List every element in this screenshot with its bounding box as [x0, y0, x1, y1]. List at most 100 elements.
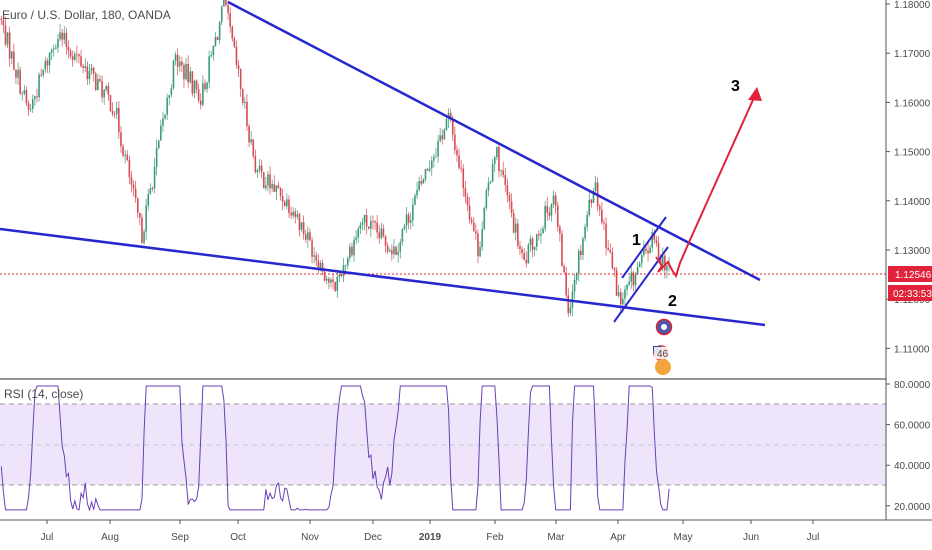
candle-body [649, 247, 651, 254]
candle-body [573, 279, 576, 292]
candle-body [8, 32, 11, 59]
candle-body [105, 85, 108, 90]
time-axis[interactable]: Jul Aug Sep Oct Nov Dec 2019 Feb Mar Apr May Jun Jul [41, 520, 820, 543]
rsi-axis[interactable]: 80.0000 60.0000 40.0000 20.0000 [886, 380, 931, 513]
candle-body [94, 73, 97, 91]
candle-body [178, 61, 181, 67]
time-tick-label: Nov [301, 532, 319, 543]
candle-body [603, 222, 605, 224]
candle-body [638, 263, 641, 268]
candle-body [552, 195, 555, 205]
channel-lower-line[interactable] [613, 246, 669, 323]
current-price-tag [888, 266, 932, 282]
time-tick-label: Mar [547, 532, 565, 543]
candle-body [181, 61, 183, 65]
candle-body [97, 79, 99, 91]
candle-body [590, 199, 593, 204]
candle-body [296, 214, 299, 217]
countdown-tag [888, 285, 932, 301]
candle-body [527, 244, 530, 264]
candle-body [342, 265, 345, 277]
candle-body [174, 54, 177, 61]
eu-flag-icon[interactable] [655, 359, 671, 375]
candle-body [388, 250, 391, 252]
candle-body [468, 205, 471, 220]
candle-body [48, 52, 51, 66]
candle-body [307, 232, 309, 240]
price-tick-label: 1.15000 [894, 148, 931, 159]
candle-body [636, 267, 639, 275]
candle-body [403, 225, 406, 229]
candle-body [59, 32, 61, 40]
candle-body [487, 182, 490, 191]
lower-trendline[interactable] [0, 227, 766, 327]
candle-body [466, 196, 469, 206]
economic-event-icons[interactable]: 46 [653, 318, 674, 376]
candle-body [336, 276, 339, 291]
channel-upper-line[interactable] [621, 216, 667, 279]
candle-body [634, 274, 637, 286]
candle-body [475, 231, 477, 234]
candle-body [338, 274, 341, 277]
projection-path[interactable] [655, 87, 762, 279]
candle-body [225, 0, 227, 5]
time-tick-label: Aug [101, 532, 119, 543]
candle-body [273, 184, 276, 192]
candle-body [57, 39, 59, 48]
candle-body [115, 107, 118, 114]
candle-body [317, 260, 320, 271]
candle-body [42, 69, 45, 76]
candle-body [267, 174, 269, 186]
candle-body [0, 18, 3, 21]
candle-body [168, 94, 171, 98]
candle-body [498, 146, 500, 171]
candle-body [141, 217, 143, 243]
trendlines[interactable] [0, 0, 766, 327]
upper-trendline[interactable] [227, 0, 761, 282]
candle-body [344, 265, 347, 266]
candle-body [323, 271, 326, 281]
candle-body [34, 96, 36, 100]
candle-body [292, 211, 294, 216]
candle-body [565, 272, 567, 296]
time-tick-label: Sep [171, 532, 189, 543]
candle-body [397, 251, 399, 255]
candle-body [332, 279, 334, 283]
candle-body [193, 80, 196, 94]
candle-body [4, 25, 7, 45]
candle-body [605, 223, 607, 249]
candle-body [357, 228, 360, 238]
candle-body [84, 66, 87, 68]
candle-body [304, 234, 307, 240]
candle-body [374, 221, 376, 223]
candle-body [414, 195, 416, 205]
projection-line[interactable] [655, 90, 758, 279]
candle-body [382, 228, 385, 237]
candle-body [433, 156, 435, 161]
candle-body [519, 245, 521, 250]
candle-body [162, 118, 164, 126]
price-axis[interactable]: 1.18000 1.17000 1.16000 1.15000 1.14000 1.130… [886, 0, 931, 355]
candle-body [21, 93, 24, 95]
candle-body [554, 195, 557, 206]
chart-title: Euro / U.S. Dollar, 180, OANDA [2, 8, 171, 22]
candle-body [172, 60, 175, 88]
candle-body [170, 87, 173, 95]
candle-body [216, 37, 219, 41]
candle-body [367, 226, 370, 229]
candle-body [199, 100, 202, 105]
candle-body [372, 221, 374, 222]
candle-body [483, 207, 486, 230]
candle-body [80, 56, 82, 67]
candle-body [391, 250, 393, 255]
candle-body [632, 272, 635, 286]
wave-label-3: 3 [731, 78, 740, 95]
candle-body [460, 167, 462, 169]
candle-body [13, 51, 15, 70]
candle-body [384, 236, 387, 246]
candle-body [286, 199, 288, 207]
candle-body [302, 222, 305, 235]
candle-body [630, 272, 633, 282]
candle-body [50, 49, 53, 53]
